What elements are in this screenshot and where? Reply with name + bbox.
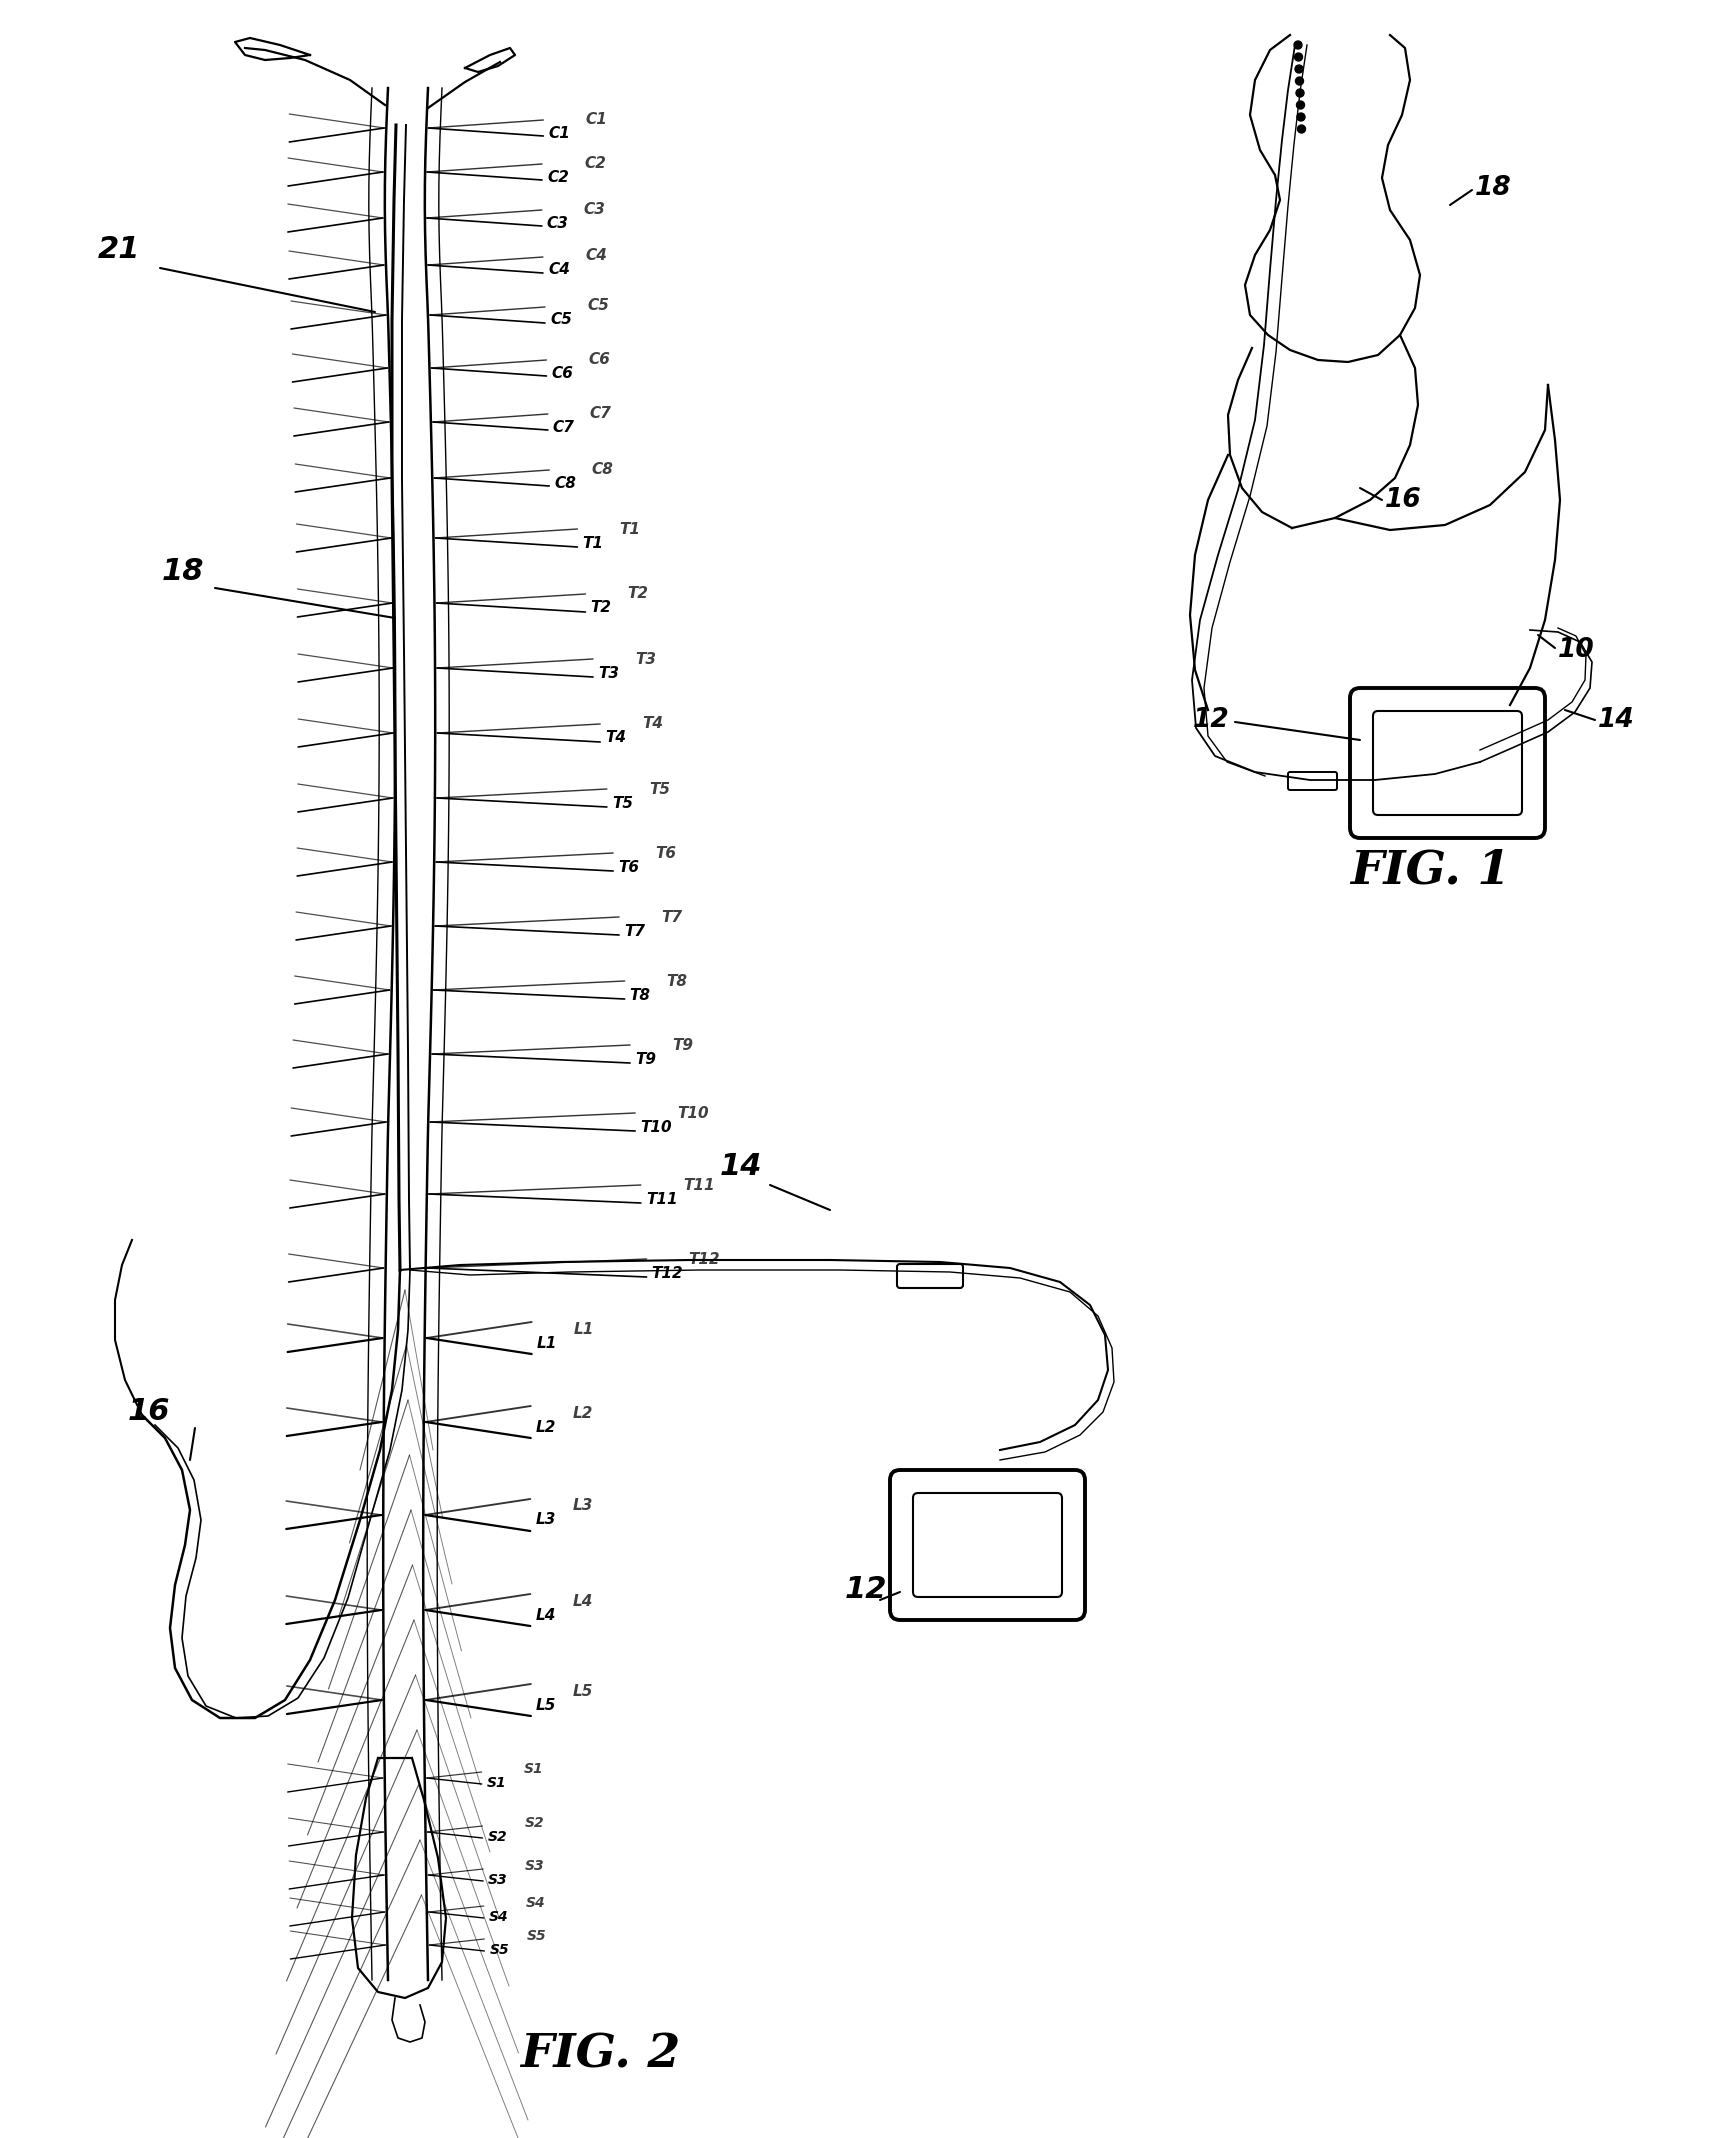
Text: S1: S1 <box>524 1762 543 1777</box>
Text: L5: L5 <box>574 1683 594 1698</box>
Text: C7: C7 <box>591 406 611 421</box>
Text: T6: T6 <box>656 845 676 859</box>
Text: T1: T1 <box>620 522 640 537</box>
Text: C6: C6 <box>551 366 574 381</box>
Text: 14: 14 <box>1597 708 1635 733</box>
Text: L2: L2 <box>536 1420 556 1435</box>
Text: L5: L5 <box>536 1698 556 1713</box>
Text: L4: L4 <box>572 1593 592 1608</box>
Text: L1: L1 <box>574 1321 594 1336</box>
Text: S2: S2 <box>524 1815 544 1830</box>
Text: T12: T12 <box>652 1266 683 1281</box>
Text: C4: C4 <box>548 263 570 278</box>
FancyBboxPatch shape <box>1351 688 1544 838</box>
Circle shape <box>1298 124 1306 133</box>
Text: T8: T8 <box>666 973 688 988</box>
Text: C1: C1 <box>548 126 570 141</box>
Text: L2: L2 <box>574 1405 592 1420</box>
Circle shape <box>1296 100 1305 109</box>
FancyBboxPatch shape <box>897 1264 962 1287</box>
Text: T12: T12 <box>688 1251 721 1266</box>
Text: T3: T3 <box>597 665 620 680</box>
Text: T11: T11 <box>683 1178 714 1193</box>
Text: C2: C2 <box>584 156 606 171</box>
Text: T5: T5 <box>649 783 669 797</box>
FancyBboxPatch shape <box>1373 712 1522 815</box>
Text: L3: L3 <box>572 1499 592 1514</box>
Text: T3: T3 <box>635 652 656 667</box>
Text: L4: L4 <box>536 1608 556 1623</box>
FancyBboxPatch shape <box>890 1471 1085 1621</box>
Text: T9: T9 <box>635 1052 656 1067</box>
Text: T9: T9 <box>673 1037 693 1052</box>
Circle shape <box>1296 90 1305 96</box>
Text: S4: S4 <box>526 1896 546 1909</box>
Text: T8: T8 <box>630 988 651 1003</box>
Text: T2: T2 <box>628 586 649 601</box>
FancyBboxPatch shape <box>1404 772 1462 791</box>
Text: C1: C1 <box>586 111 608 126</box>
Text: C6: C6 <box>589 351 611 366</box>
Circle shape <box>1294 64 1303 73</box>
Text: L1: L1 <box>536 1336 556 1351</box>
Text: 14: 14 <box>721 1152 762 1180</box>
Text: T10: T10 <box>678 1105 709 1120</box>
Text: T7: T7 <box>625 924 645 939</box>
Text: S3: S3 <box>526 1860 544 1873</box>
Text: 16: 16 <box>1385 487 1421 513</box>
Text: S5: S5 <box>526 1928 546 1943</box>
Text: S2: S2 <box>488 1830 507 1843</box>
Text: T1: T1 <box>582 534 603 549</box>
Circle shape <box>1294 41 1303 49</box>
Circle shape <box>1298 113 1305 122</box>
Text: C2: C2 <box>548 169 568 184</box>
Text: T4: T4 <box>642 716 663 731</box>
Text: S4: S4 <box>490 1909 508 1924</box>
Text: T11: T11 <box>645 1191 678 1206</box>
Circle shape <box>1296 77 1303 86</box>
Text: FIG. 2: FIG. 2 <box>520 2031 680 2078</box>
Text: C7: C7 <box>553 419 575 434</box>
Text: C5: C5 <box>550 312 572 327</box>
Text: C4: C4 <box>586 248 606 263</box>
Text: T6: T6 <box>618 859 639 874</box>
Text: T7: T7 <box>661 909 681 924</box>
Text: 12: 12 <box>846 1576 887 1604</box>
FancyBboxPatch shape <box>1287 772 1337 791</box>
FancyBboxPatch shape <box>912 1492 1061 1597</box>
Text: T5: T5 <box>611 795 633 810</box>
Text: 12: 12 <box>1193 708 1229 733</box>
Text: 21: 21 <box>98 235 140 263</box>
Text: T4: T4 <box>606 731 627 746</box>
Text: FIG. 1: FIG. 1 <box>1349 847 1510 894</box>
Text: T2: T2 <box>591 601 611 616</box>
Text: 18: 18 <box>163 558 204 586</box>
Text: 10: 10 <box>1558 637 1596 663</box>
Text: S5: S5 <box>490 1943 508 1956</box>
Text: T10: T10 <box>640 1120 671 1135</box>
Circle shape <box>1294 53 1303 62</box>
Text: C8: C8 <box>555 475 577 490</box>
Text: C5: C5 <box>587 299 609 314</box>
Text: L3: L3 <box>536 1512 556 1527</box>
Text: S1: S1 <box>486 1777 507 1790</box>
Text: 18: 18 <box>1476 175 1512 201</box>
Text: C3: C3 <box>584 201 606 216</box>
Text: C3: C3 <box>546 216 568 231</box>
Text: C8: C8 <box>591 462 613 477</box>
Text: 16: 16 <box>128 1396 171 1426</box>
Text: S3: S3 <box>488 1873 508 1888</box>
